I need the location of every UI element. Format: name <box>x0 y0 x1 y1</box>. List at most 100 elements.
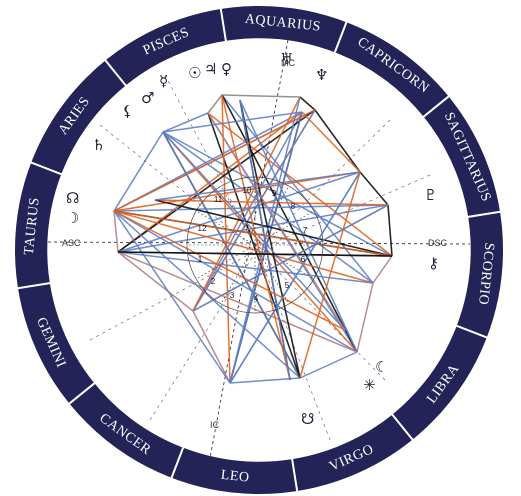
aspect-line <box>113 210 231 384</box>
sign-divider <box>391 413 414 442</box>
house-number-9: 9 <box>272 189 277 198</box>
aspect-line <box>314 109 361 173</box>
sign-divider <box>333 20 348 54</box>
aspect-line <box>192 204 389 312</box>
house-number-3: 3 <box>230 291 235 300</box>
aspect-line <box>113 210 374 284</box>
house-number-1: 1 <box>198 255 203 264</box>
sign-label-taurus: TAURUS <box>22 197 43 256</box>
sign-label-scorpio: SCORPIO <box>475 242 496 306</box>
aspect-line <box>113 210 119 253</box>
uranus-glyph: ♅ <box>280 50 293 68</box>
moon-glyph: ☽ <box>66 209 79 227</box>
aspect-line <box>221 94 231 384</box>
aspect-line <box>229 171 361 384</box>
fortune-glyph: ✳ <box>363 376 376 394</box>
house-number-7: 7 <box>303 226 308 235</box>
aspect-line <box>372 255 393 284</box>
house-cusp-line <box>256 249 386 381</box>
sign-divider <box>422 95 451 118</box>
sign-divider <box>455 324 489 339</box>
lilith-glyph: ⚸ <box>122 102 133 120</box>
aspect-line <box>117 171 361 253</box>
aspect-line <box>154 199 389 206</box>
sun-glyph: ☉ <box>188 64 201 82</box>
aspect-lines <box>113 94 393 384</box>
aspect-line <box>113 210 346 331</box>
aspect-line <box>113 210 393 257</box>
aspect-line <box>117 251 358 353</box>
house-cusp-line <box>99 124 258 251</box>
sign-divider <box>467 210 502 218</box>
aspect-line <box>192 109 316 312</box>
aspect-line <box>207 94 223 114</box>
house-cusp <box>195 210 256 246</box>
aspect-line <box>192 96 301 312</box>
house-circle <box>186 176 324 314</box>
house-cusp <box>254 185 290 246</box>
planet-glyphs: ☉ ♃ ♀ ☿ ♂ ⚸ ♄ ☊ ☽ ♆ ♇ ⚷ ♅ ☋ ☾ ✳ <box>66 50 439 428</box>
sign-divider <box>104 58 127 87</box>
aspect-line <box>239 99 291 381</box>
aspect-line <box>192 111 303 312</box>
aspect-line <box>207 112 393 257</box>
house-number-6: 6 <box>301 255 306 264</box>
pluto-glyph: ♇ <box>424 186 437 204</box>
sign-dividers <box>16 7 502 493</box>
house-cusp-line <box>256 249 331 441</box>
asc-label: ASC <box>62 238 81 248</box>
aspect-line <box>239 99 301 379</box>
house-cusp <box>220 244 256 305</box>
south-node-glyph: ☋ <box>301 410 314 428</box>
house-number-10: 10 <box>243 186 252 195</box>
aspect-line <box>239 99 358 353</box>
saturn-glyph: ♄ <box>92 136 105 154</box>
sign-divider <box>170 446 185 480</box>
house-cusp <box>220 185 256 246</box>
sign-divider <box>67 382 96 405</box>
aspect-line <box>299 96 316 111</box>
venus-glyph: ♀ <box>221 60 232 78</box>
aspect-line <box>359 171 389 206</box>
aspect-line <box>299 171 361 379</box>
aspect-line <box>162 131 393 257</box>
house-cusp <box>195 244 256 280</box>
aspect-line <box>117 251 374 284</box>
dsc-label: DSC <box>428 238 448 248</box>
aspect-line <box>221 94 301 98</box>
aspect-line <box>221 94 374 284</box>
sign-label-leo: LEO <box>220 468 250 486</box>
aspect-line <box>113 204 389 212</box>
house-cusp <box>254 210 315 246</box>
aspect-line <box>301 111 361 173</box>
house-number-5: 5 <box>285 281 290 290</box>
house-cusp-line <box>149 249 258 421</box>
jupiter-glyph: ♃ <box>204 60 217 78</box>
mc-label: MC <box>281 58 295 68</box>
house-cusp <box>254 244 290 305</box>
sign-divider <box>291 458 299 493</box>
sign-divider <box>16 282 51 290</box>
neptune-glyph: ♆ <box>315 66 328 84</box>
aspect-line <box>299 351 358 379</box>
aspect-line <box>229 377 301 384</box>
sign-divider <box>29 161 63 176</box>
sign-divider <box>219 7 227 42</box>
mars-glyph: ♂ <box>141 89 154 107</box>
aspect-line <box>162 131 301 379</box>
chiron-glyph: ⚷ <box>428 254 439 272</box>
aspect-line <box>356 282 374 353</box>
house-number-2: 2 <box>211 277 216 286</box>
aspect-line <box>207 112 346 331</box>
aspect-line <box>113 210 358 353</box>
ic-label: IC <box>210 420 220 430</box>
aspect-line <box>113 171 361 212</box>
aspect-line <box>113 109 316 212</box>
aspect-line <box>221 94 291 381</box>
aspect-line <box>154 171 361 201</box>
node-glyph: ☊ <box>66 189 79 207</box>
aspect-line <box>162 111 303 133</box>
